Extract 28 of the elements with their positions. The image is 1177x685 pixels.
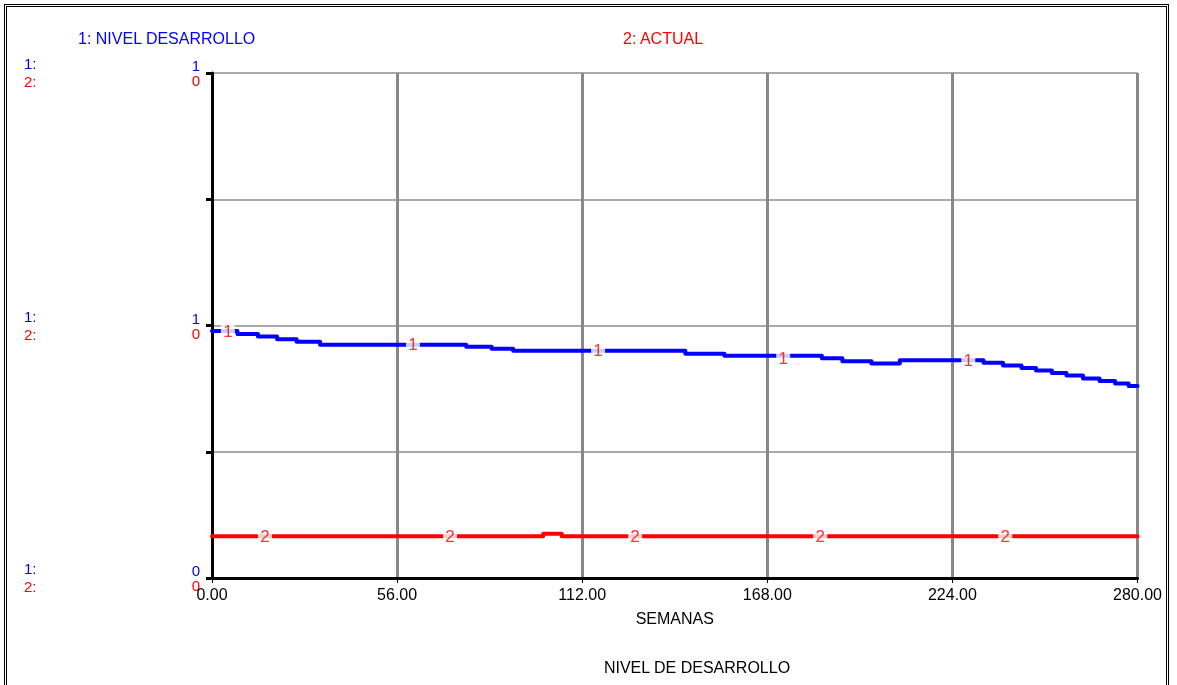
annotation: 1 bbox=[593, 341, 603, 361]
annotation: 1 bbox=[778, 348, 788, 368]
text: 2: bbox=[24, 578, 37, 595]
text: 2: ACTUAL bbox=[623, 29, 704, 47]
annotation: 2 bbox=[815, 527, 825, 547]
x-axis-title: SEMANAS bbox=[635, 609, 714, 627]
x-tick-label: 112.00 bbox=[558, 585, 607, 603]
text: 1: NIVEL DESARROLLO bbox=[78, 29, 256, 47]
x-tick-label: 280.00 bbox=[1113, 585, 1163, 603]
y-tick-label: 1 bbox=[191, 57, 200, 74]
annotation: 1 bbox=[223, 321, 233, 341]
annotation: 2 bbox=[1000, 527, 1011, 547]
annotation: 2 bbox=[445, 527, 455, 547]
x-tick-label: 224.00 bbox=[927, 585, 977, 603]
x-tick-label: 56.00 bbox=[377, 585, 418, 603]
annotation: 1 bbox=[408, 335, 418, 355]
text: 2: bbox=[24, 325, 37, 343]
text: 1: bbox=[24, 55, 37, 72]
y-tick-label: 0 bbox=[191, 562, 200, 579]
text: NIVEL DE DESARROLLO bbox=[603, 658, 791, 676]
x-tick-label: 168.00 bbox=[742, 585, 792, 603]
annotation: 2 bbox=[260, 527, 270, 547]
annotation: 1 bbox=[963, 350, 974, 370]
text: 1: bbox=[24, 307, 37, 325]
y-tick-label: 1 bbox=[191, 309, 200, 327]
text: 1: bbox=[24, 560, 37, 577]
annotation: 2 bbox=[630, 527, 640, 547]
text: 2: bbox=[24, 73, 37, 90]
